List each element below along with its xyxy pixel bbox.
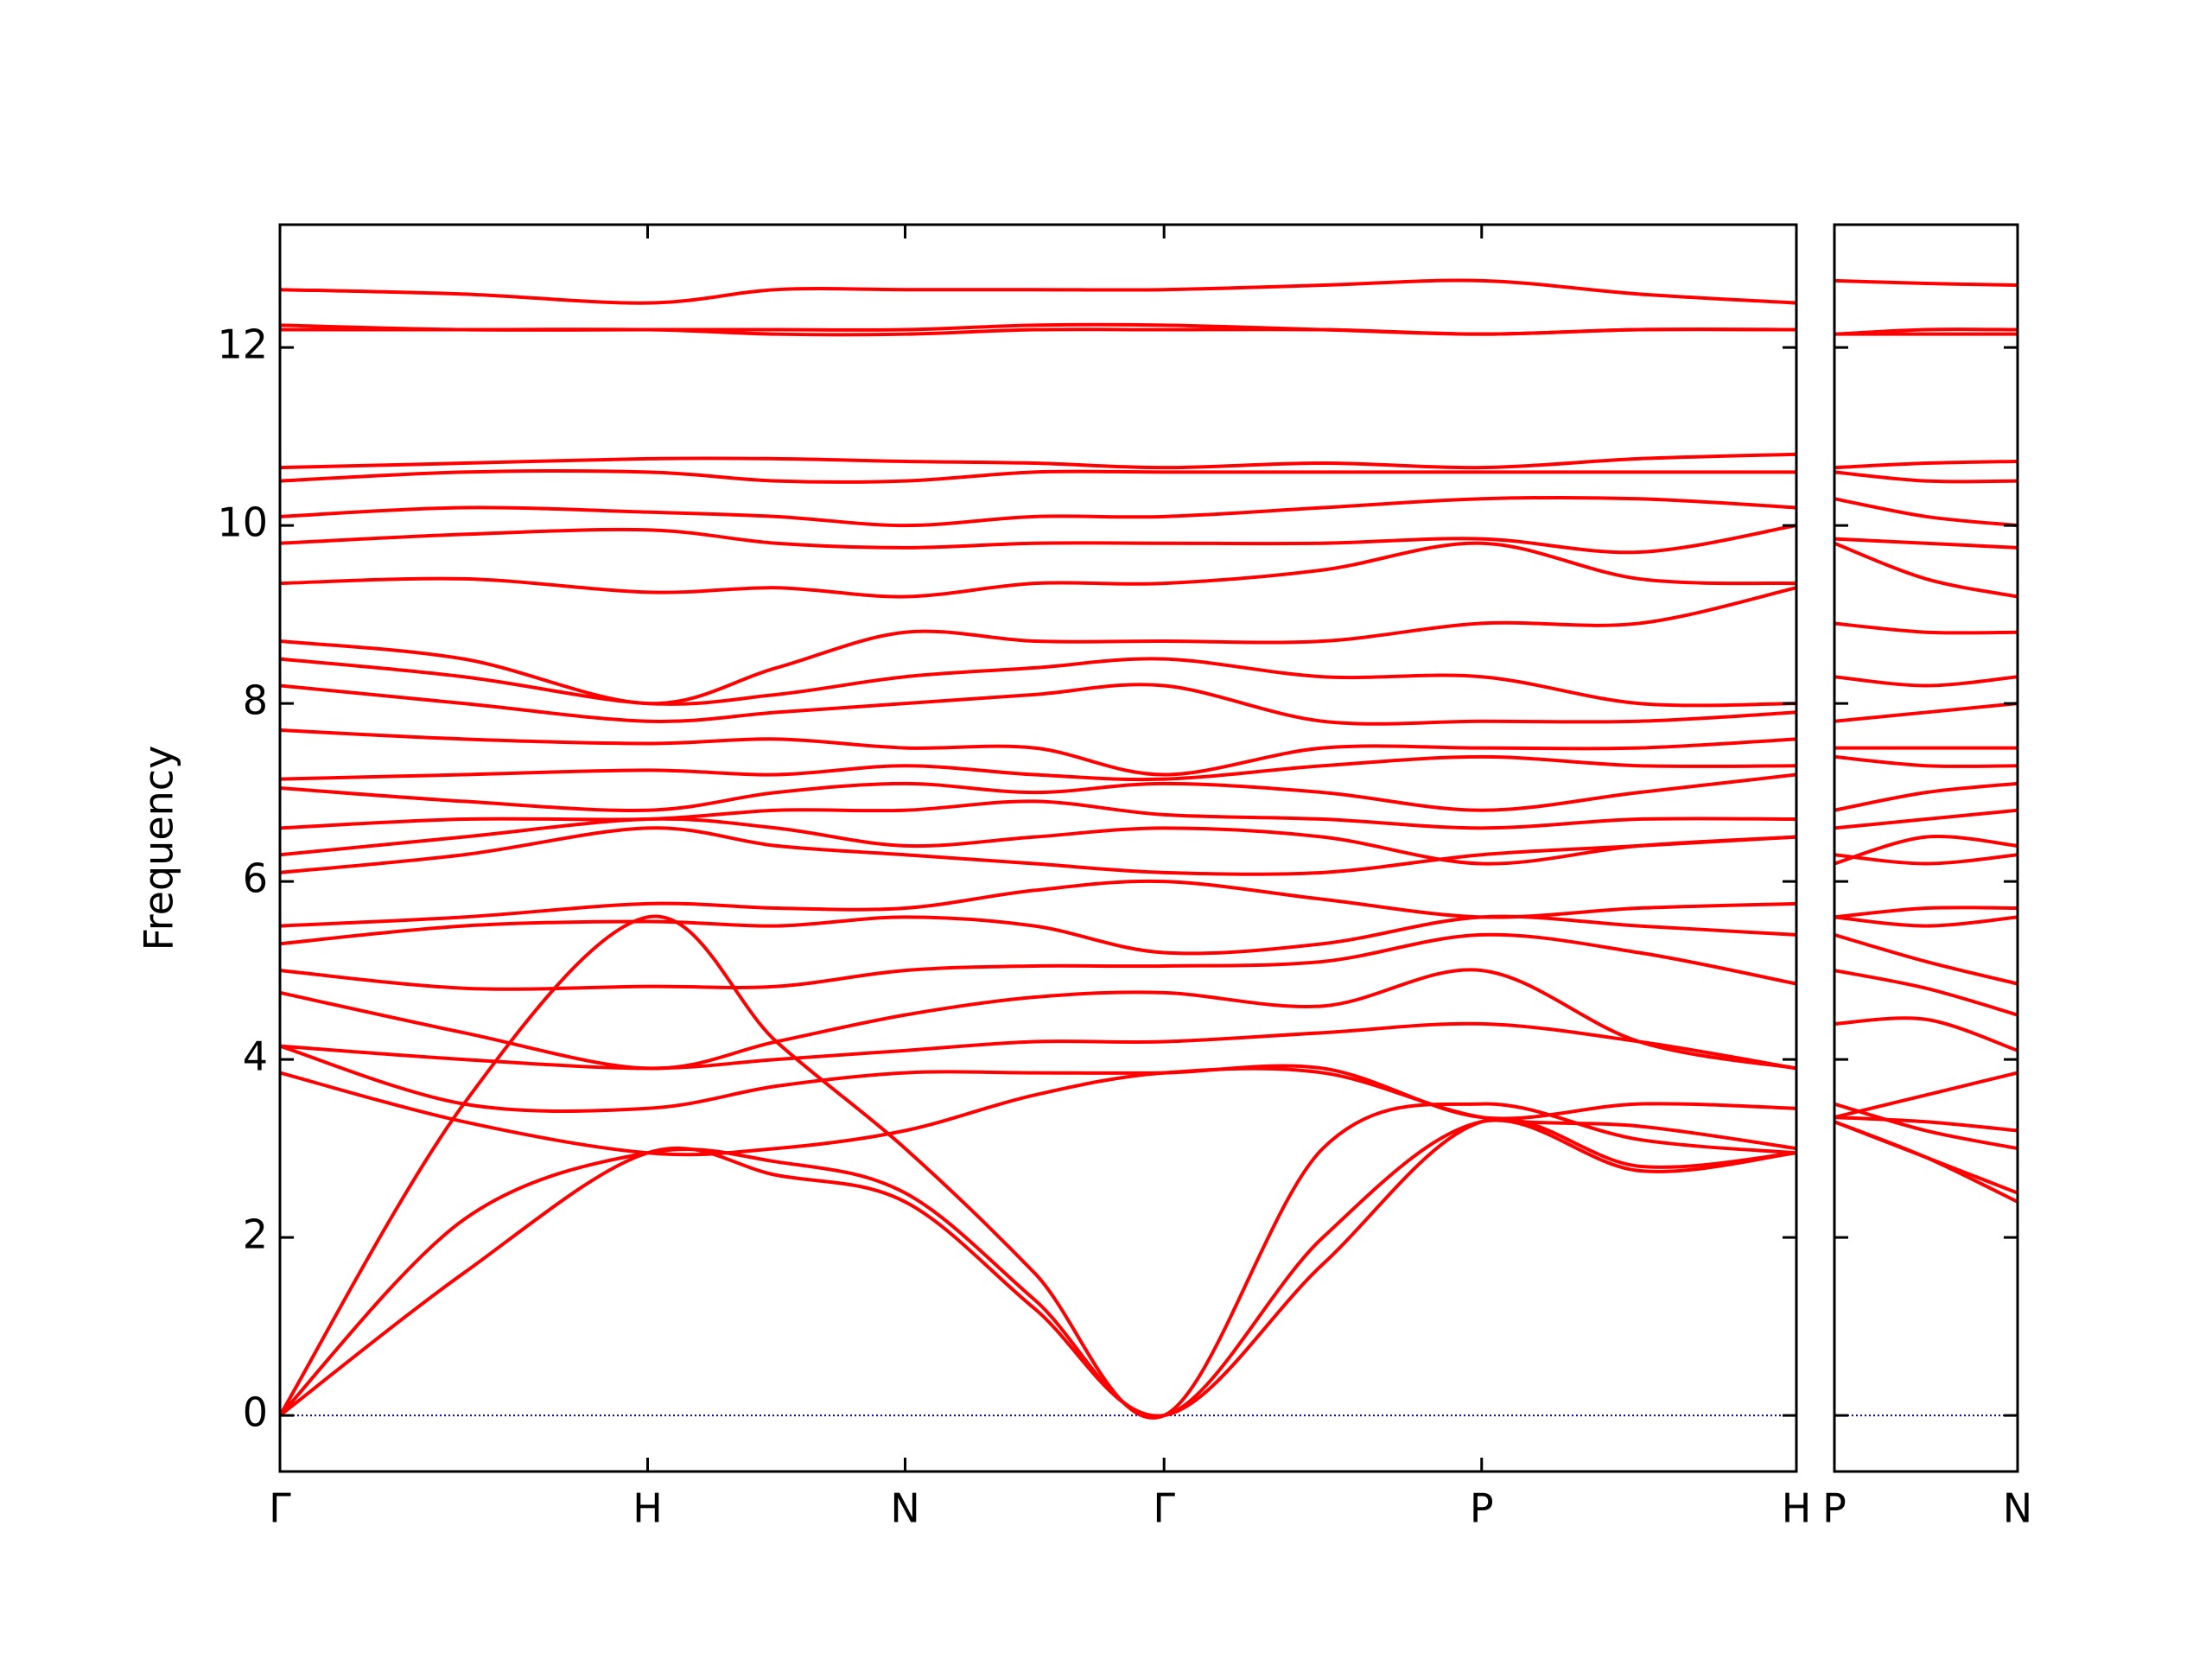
y-tick-label: 4	[243, 1033, 268, 1080]
x-tick-label: H	[1782, 1485, 1812, 1532]
band-line	[1834, 754, 2018, 768]
band-line	[1834, 932, 2018, 986]
band-line	[1834, 781, 2018, 812]
x-tick-label: Γ	[269, 1485, 291, 1532]
band-line	[280, 879, 1796, 928]
x-tick-label: P	[1822, 1485, 1847, 1532]
band-line	[1834, 497, 2018, 528]
band-line	[1834, 906, 2018, 919]
band-line	[280, 914, 1796, 1420]
band-line	[280, 541, 1796, 599]
band-line	[1834, 1116, 2018, 1133]
y-tick-label: 10	[217, 499, 268, 546]
band-line	[1834, 541, 2018, 599]
band-line	[280, 1021, 1796, 1071]
band-line	[1834, 278, 2018, 288]
band-line	[1834, 1120, 2018, 1195]
band-line	[1834, 1071, 2018, 1120]
y-tick-label: 0	[243, 1389, 268, 1436]
band-line	[280, 452, 1796, 470]
band-line	[280, 826, 1796, 876]
band-line	[280, 495, 1796, 528]
y-axis-label: Frequency	[136, 746, 182, 951]
band-line	[280, 817, 1796, 866]
x-tick-label: N	[2003, 1485, 2032, 1532]
band-line	[280, 586, 1796, 706]
band-line	[1834, 621, 2018, 635]
y-tick-label: 6	[243, 855, 268, 902]
axes-frame	[278, 223, 1798, 1473]
band-line	[1834, 1102, 2018, 1151]
x-tick-label: Γ	[1153, 1485, 1175, 1532]
band-line	[1834, 470, 2018, 484]
band-line	[280, 322, 1796, 336]
band-line	[280, 657, 1796, 708]
y-tick-label: 2	[243, 1211, 268, 1258]
band-line	[1834, 537, 2018, 550]
band-line	[280, 683, 1796, 726]
band-line	[1834, 835, 2018, 866]
band-line	[280, 754, 1796, 782]
band-line	[280, 932, 1796, 991]
y-tick-label: 8	[243, 677, 268, 724]
y-tick-label: 12	[217, 321, 268, 368]
band-line	[280, 278, 1796, 305]
band-line	[280, 799, 1796, 830]
band-line	[280, 524, 1796, 555]
axes-frame	[1833, 223, 2019, 1473]
band-line	[280, 1066, 1796, 1157]
band-line	[280, 469, 1796, 484]
x-tick-label: P	[1470, 1485, 1494, 1532]
band-line	[280, 772, 1796, 812]
band-line	[280, 968, 1796, 1071]
band-line	[1834, 969, 2018, 1017]
band-line	[280, 728, 1796, 777]
band-line	[1834, 459, 2018, 470]
band-line	[1834, 675, 2018, 688]
band-line	[1834, 702, 2018, 723]
x-tick-label: N	[890, 1485, 919, 1532]
band-line	[1834, 915, 2018, 928]
plot-area	[1834, 278, 2018, 1417]
x-tick-label: H	[632, 1485, 663, 1532]
band-line	[1834, 327, 2018, 336]
band-line	[280, 1044, 1796, 1121]
band-line	[1834, 1016, 2018, 1052]
band-line	[1834, 808, 2018, 830]
plot-area	[280, 278, 1796, 1420]
